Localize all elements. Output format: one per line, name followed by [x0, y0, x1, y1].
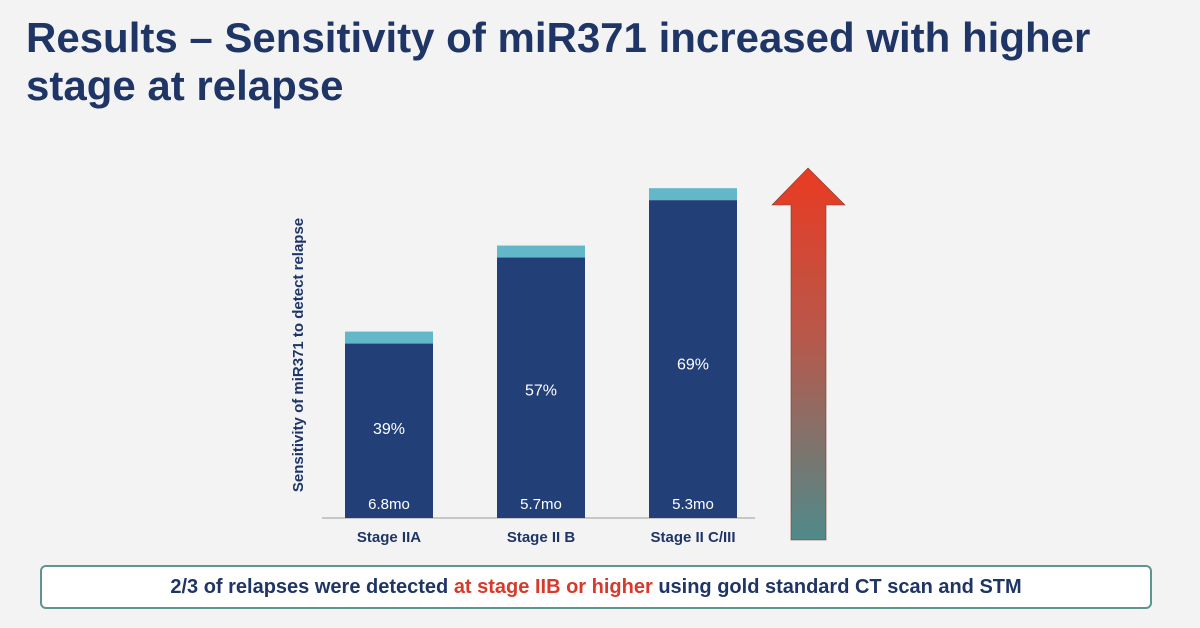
bar — [649, 200, 737, 518]
bar — [497, 257, 585, 518]
bar-cap — [345, 331, 433, 344]
footer-text-after: using gold standard CT scan and STM — [658, 575, 1022, 598]
bar-base-label: 5.3mo — [672, 496, 714, 513]
y-axis-label: Sensitivity of miR371 to detect relapse — [290, 218, 307, 492]
bar-value-label: 69% — [677, 357, 709, 374]
x-tick-label: Stage II B — [507, 529, 576, 546]
increase-arrow — [771, 167, 846, 541]
bar-cap — [497, 245, 585, 258]
footer-summary-box: 2/3 of relapses were detected at stage I… — [40, 565, 1152, 609]
slide-title: Results – Sensitivity of miR371 increase… — [26, 14, 1091, 109]
bar-value-label: 39% — [373, 421, 405, 438]
bar-cap — [649, 188, 737, 201]
footer-text-before: 2/3 of relapses were detected — [170, 575, 449, 598]
bar — [345, 343, 433, 518]
bar-value-label: 57% — [525, 382, 557, 399]
bar-base-label: 5.7mo — [520, 496, 562, 513]
x-tick-label: Stage II C/III — [650, 529, 735, 546]
x-tick-label: Stage IIA — [357, 529, 421, 546]
bar-base-label: 6.8mo — [368, 496, 410, 513]
footer-text-highlight: at stage IIB or higher — [453, 575, 653, 598]
